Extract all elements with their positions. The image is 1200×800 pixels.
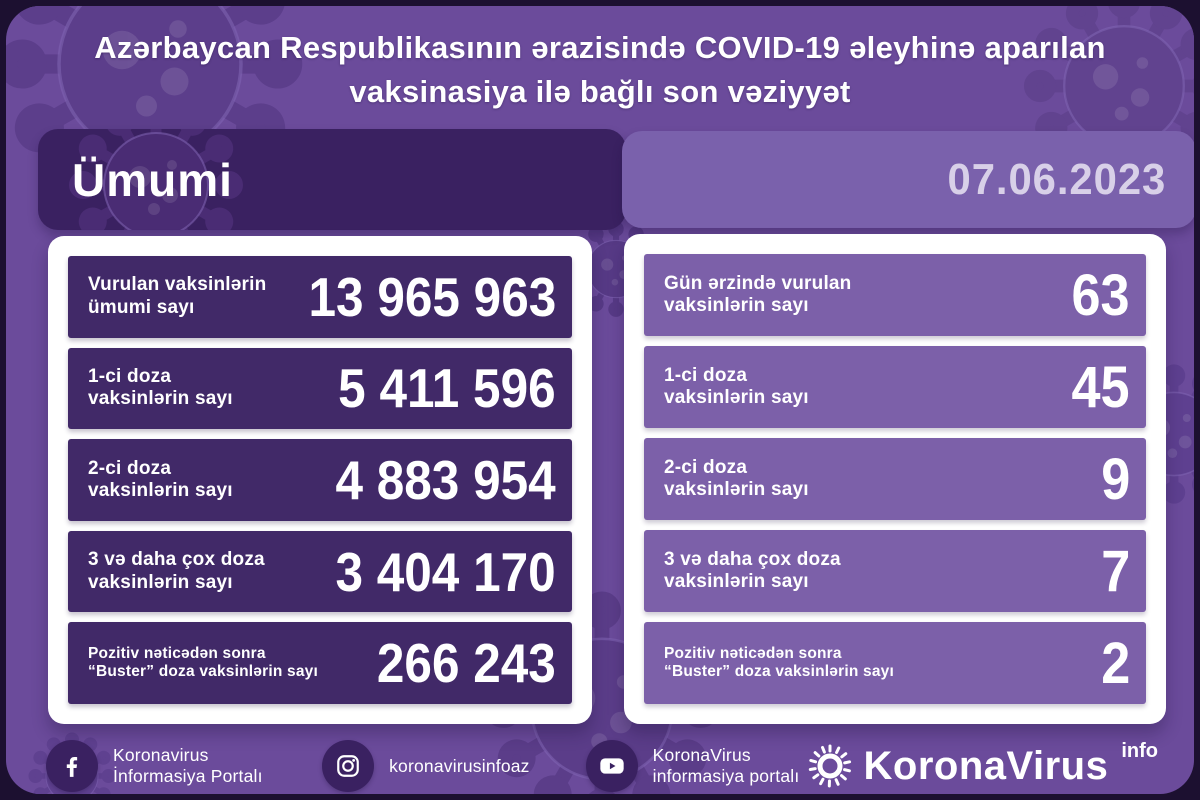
stat-value: 266 243 <box>377 632 556 695</box>
page-title-line1: Azərbaycan Respublikasının ərazisində CO… <box>94 30 1106 65</box>
stat-row-second-dose: 2-ci doza vaksinlərin sayı 4 883 954 <box>68 439 572 521</box>
youtube-account: KoronaVirus informasiya portalı <box>585 740 806 792</box>
page-title: Azərbaycan Respublikasının ərazisində CO… <box>6 26 1194 114</box>
total-section-title: Ümumi <box>72 153 233 206</box>
instagram-icon <box>322 740 375 792</box>
stat-label: Vurulan vaksinlərin ümumi sayı <box>88 274 266 319</box>
stat-row-daily-second-dose: 2-ci doza vaksinlərin sayı 9 <box>644 438 1146 520</box>
stat-label-line2: vaksinlərin sayı <box>664 479 809 500</box>
stat-row-third-dose: 3 və daha çox doza vaksinlərin sayı 3 40… <box>68 530 572 613</box>
stat-label-line2: vaksinlərin sayı <box>664 387 809 408</box>
stat-label-line2: “Buster” doza vaksinlərin sayı <box>664 663 894 680</box>
facebook-icon <box>46 740 98 792</box>
page-title-line2: vaksinasiya ilə bağlı son vəziyyət <box>349 74 851 110</box>
stat-label: 1-ci doza vaksinlərin sayı <box>664 365 809 410</box>
stat-label: 1-ci doza vaksinlərin sayı <box>88 366 233 411</box>
facebook-label: Koronavirus İnformasiya Portalı <box>113 745 263 786</box>
stat-value: 63 <box>1071 262 1130 328</box>
stat-label-line2: vaksinlərin sayı <box>664 571 809 592</box>
stat-label: Pozitiv nəticədən sonra “Buster” doza va… <box>664 645 894 682</box>
stat-label-line1: 3 və daha çox doza <box>88 549 265 571</box>
stat-label-line1: 2-ci doza <box>88 457 172 479</box>
facebook-account: Koronavirus İnformasiya Portalı <box>46 740 266 792</box>
stat-row-daily-vaccines: Gün ərzində vurulan vaksinlərin sayı 63 <box>644 254 1146 336</box>
stat-row-first-dose: 1-ci doza vaksinlərin sayı 5 411 596 <box>68 347 572 430</box>
stat-label-line1: Gün ərzində vurulan <box>664 272 852 294</box>
brand-suffix: info <box>1121 739 1158 762</box>
total-stats-panel: Vurulan vaksinlərin ümumi sayı 13 965 96… <box>48 236 592 724</box>
daily-stats-panel: Gün ərzində vurulan vaksinlərin sayı 63 … <box>624 234 1166 724</box>
stat-label-line2: vaksinlərin sayı <box>664 295 809 316</box>
stat-value: 9 <box>1100 446 1130 512</box>
stat-label: 3 və daha çox doza vaksinlərin sayı <box>664 549 841 594</box>
instagram-label: koronavirusinfoaz <box>389 755 530 776</box>
stat-label-line2: vaksinlərin sayı <box>88 571 233 593</box>
brand-name: KoronaVirus <box>863 743 1109 788</box>
stat-value: 3 404 170 <box>335 540 556 603</box>
stat-label-line1: 1-ci doza <box>664 364 748 386</box>
stat-label: Gün ərzində vurulan vaksinlərin sayı <box>664 273 852 318</box>
stat-label-line1: 2-ci doza <box>664 456 748 478</box>
youtube-icon <box>585 740 638 792</box>
stat-value: 4 883 954 <box>335 448 556 511</box>
youtube-label: KoronaVirus informasiya portalı <box>652 745 800 786</box>
virus-logo-icon <box>808 744 851 788</box>
stat-label-line1: Pozitiv nəticədən sonra <box>88 644 266 662</box>
total-section-header: Ümumi <box>38 129 626 230</box>
report-date: 07.06.2023 <box>947 154 1166 204</box>
stat-label-line1: 3 və daha çox doza <box>664 548 841 570</box>
stat-row-total-vaccines: Vurulan vaksinlərin ümumi sayı 13 965 96… <box>68 256 572 338</box>
stat-label: Pozitiv nəticədən sonra “Buster” doza va… <box>88 645 318 682</box>
stat-label-line2: ümumi sayı <box>88 296 195 318</box>
koronavirus-info-logo: KoronaVirus info <box>806 739 1158 790</box>
stat-value: 2 <box>1100 630 1130 696</box>
stat-row-booster-dose: Pozitiv nəticədən sonra “Buster” doza va… <box>68 622 572 704</box>
instagram-account: koronavirusinfoaz <box>322 740 530 792</box>
stat-label: 2-ci doza vaksinlərin sayı <box>88 458 233 503</box>
stat-label-line2: vaksinlərin sayı <box>88 479 233 501</box>
stat-label: 3 və daha çox doza vaksinlərin sayı <box>88 549 265 594</box>
stat-value: 7 <box>1100 538 1130 604</box>
stat-label-line1: Pozitiv nəticədən sonra <box>664 644 842 662</box>
stat-row-daily-first-dose: 1-ci doza vaksinlərin sayı 45 <box>644 346 1146 428</box>
stat-label: 2-ci doza vaksinlərin sayı <box>664 457 809 502</box>
stat-row-daily-third-dose: 3 və daha çox doza vaksinlərin sayı 7 <box>644 530 1146 612</box>
daily-section-header: 07.06.2023 <box>622 131 1194 228</box>
stat-label-line1: 1-ci doza <box>88 365 172 387</box>
stat-label-line2: “Buster” doza vaksinlərin sayı <box>88 663 318 681</box>
stat-value: 5 411 596 <box>338 357 556 420</box>
stat-value: 13 965 963 <box>308 265 556 328</box>
stat-label-line1: Vurulan vaksinlərin <box>88 274 267 296</box>
footer: Koronavirus İnformasiya Portalı koronavi… <box>46 732 1158 794</box>
stat-row-daily-booster-dose: Pozitiv nəticədən sonra “Buster” doza va… <box>644 622 1146 704</box>
infographic-card: Azərbaycan Respublikasının ərazisində CO… <box>6 6 1194 794</box>
stat-label-line2: vaksinlərin sayı <box>88 388 233 410</box>
stat-value: 45 <box>1071 354 1130 420</box>
